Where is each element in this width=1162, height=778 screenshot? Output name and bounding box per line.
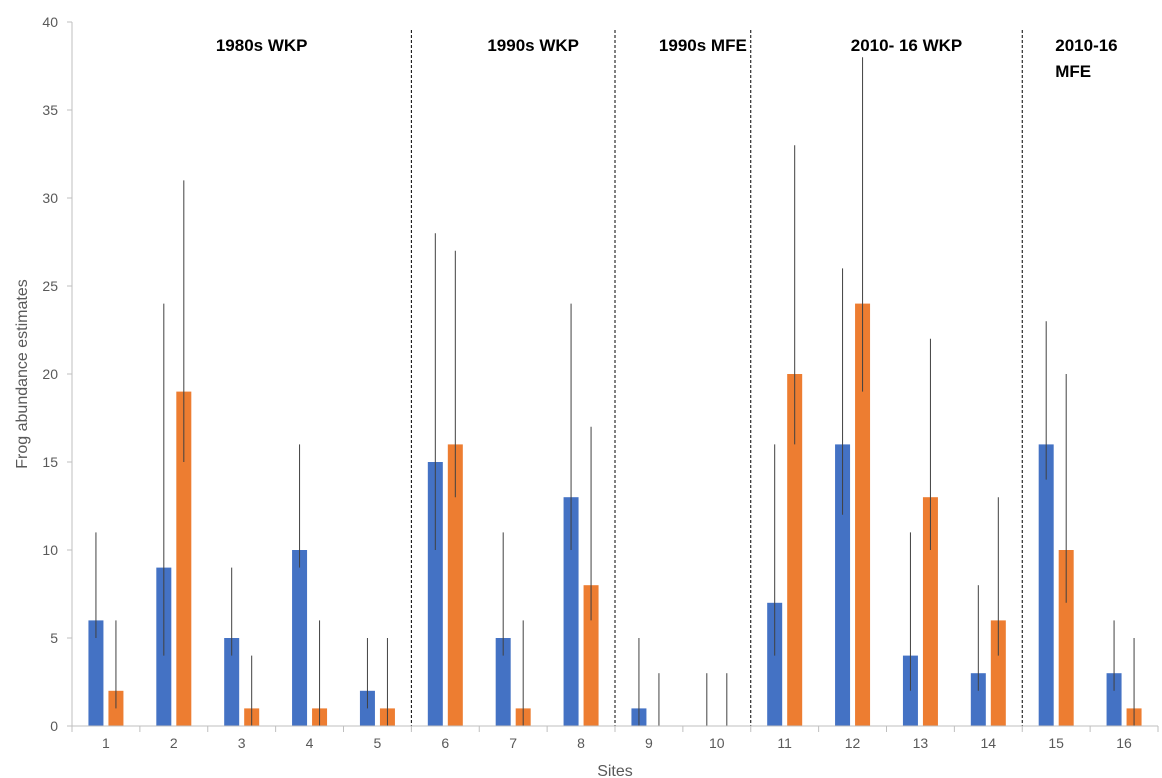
x-tick-label: 9 [645,735,653,751]
bar-series1-site-11 [767,602,783,726]
group-label: 1980s WKP [216,36,308,55]
group-label: 2010- 16 WKP [851,36,963,55]
bar-series1-site-14 [970,673,986,726]
bar-series1-site-15 [1038,444,1054,726]
error-bars-group [95,57,1135,726]
bar-series1-site-12 [835,444,851,726]
bar-series2-site-8 [583,585,599,726]
x-tick-label: 12 [845,735,861,751]
y-tick-label: 40 [42,14,58,30]
y-tick-label: 25 [42,278,58,294]
x-tick-label: 10 [709,735,725,751]
bar-series2-site-12 [855,303,871,726]
y-tick-label: 35 [42,102,58,118]
y-tick-label: 5 [50,630,58,646]
group-labels: 1980s WKP 1990s WKP 1990s MFE 2010- 16 WKP 2… [216,36,1118,81]
x-axis-title: Sites [597,763,633,778]
x-tick-label: 5 [374,735,382,751]
x-tick-label: 1 [102,735,110,751]
bar-series1-site-3 [224,638,240,726]
bar-series2-site-11 [787,374,803,726]
bar-series2-site-2 [176,391,192,726]
x-tick-label: 14 [981,735,997,751]
bar-series2-site-6 [447,444,463,726]
x-tick-label: 13 [913,735,929,751]
bar-series1-site-7 [495,638,511,726]
bar-series2-site-15 [1058,550,1074,726]
group-label: 1990s WKP [487,36,579,55]
bar-series1-site-6 [427,462,443,726]
group-label: 2010-16 [1055,36,1117,55]
y-tick-label: 20 [42,366,58,382]
y-tick-label: 0 [50,718,58,734]
x-tick-label: 2 [170,735,178,751]
period-dividers [410,30,1023,726]
y-tick-label: 15 [42,454,58,470]
x-tick-label: 16 [1116,735,1132,751]
x-tick-label: 7 [509,735,517,751]
x-tick-label: 15 [1048,735,1064,751]
x-tick-label: 6 [441,735,449,751]
bar-series1-site-16 [1106,673,1122,726]
y-tick-label: 10 [42,542,58,558]
y-tick-label: 30 [42,190,58,206]
x-tick-label: 4 [306,735,314,751]
group-label: MFE [1055,62,1091,81]
bars-group [88,303,1142,726]
x-tick-label: 11 [777,735,792,751]
bar-series1-site-4 [292,550,308,726]
bar-series1-site-1 [88,620,104,726]
bar-series2-site-13 [922,497,938,726]
x-tick-label: 8 [577,735,585,751]
bar-series2-site-14 [990,620,1006,726]
bar-series1-site-8 [563,497,579,726]
y-axis-title: Frog abundance estimates [14,279,31,468]
group-label: 1990s MFE [659,36,747,55]
x-tick-label: 3 [238,735,246,751]
